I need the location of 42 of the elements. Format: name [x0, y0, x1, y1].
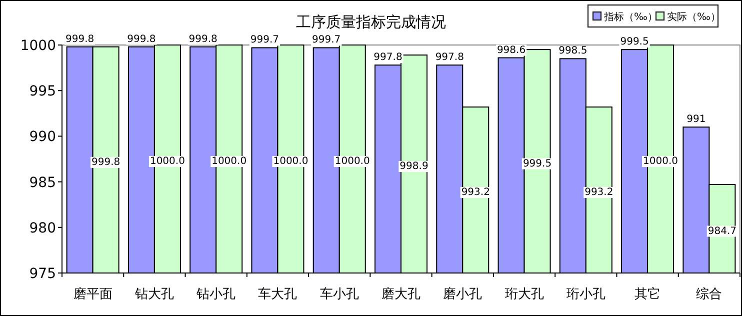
data-label: 984.7	[708, 226, 736, 237]
data-label: 999.5	[620, 36, 649, 48]
y-tick-label: 995	[29, 84, 56, 100]
data-label: 999.8	[188, 34, 218, 45]
data-label: 1000.0	[212, 156, 247, 167]
x-tick-label: 其它	[634, 286, 661, 302]
y-tick-label: 980	[29, 220, 56, 236]
data-label: 998.9	[400, 161, 428, 172]
x-tick-label: 磨平面	[73, 287, 112, 302]
data-label: 991	[686, 114, 706, 126]
data-label: 1000.0	[273, 156, 308, 167]
x-tick-label: 珩大孔	[504, 287, 544, 302]
data-label: 998.6	[496, 44, 526, 56]
x-tick-label: 钻大孔	[134, 287, 174, 302]
legend-label: 实际（‰）	[667, 11, 720, 23]
data-label: 997.8	[374, 52, 402, 64]
x-tick-label: 钻小孔	[196, 287, 236, 302]
data-label: 1000.0	[334, 156, 370, 167]
y-tick-label: 1000	[20, 38, 56, 54]
data-label: 999.5	[522, 158, 552, 170]
data-label: 1000.0	[150, 156, 185, 167]
x-tick-label: 磨大孔	[382, 287, 420, 302]
data-label: 993.2	[584, 187, 614, 198]
x-tick-label: 磨小孔	[443, 287, 482, 302]
data-label: 999.7	[312, 34, 341, 46]
y-tick-label: 990	[29, 129, 56, 146]
chart-title: 工序质量指标完成情况	[296, 13, 446, 31]
data-label: 998.5	[558, 46, 588, 57]
data-label: 999.7	[250, 34, 280, 46]
data-label: 999.8	[92, 156, 120, 168]
x-tick-label: 车小孔	[320, 287, 359, 302]
data-label: 997.8	[435, 52, 464, 64]
data-label: 1000.0	[643, 156, 678, 167]
data-label: 999.8	[127, 34, 156, 45]
data-label: 993.2	[461, 187, 490, 198]
x-tick-label: 珩小孔	[566, 287, 606, 302]
data-label: 999.8	[66, 34, 94, 45]
legend-label: 指标（‰）	[603, 11, 658, 23]
x-tick-label: 综合	[696, 287, 722, 302]
x-tick-label: 车大孔	[258, 287, 298, 302]
y-tick-label: 975	[29, 266, 56, 282]
y-tick-label: 985	[29, 174, 56, 191]
